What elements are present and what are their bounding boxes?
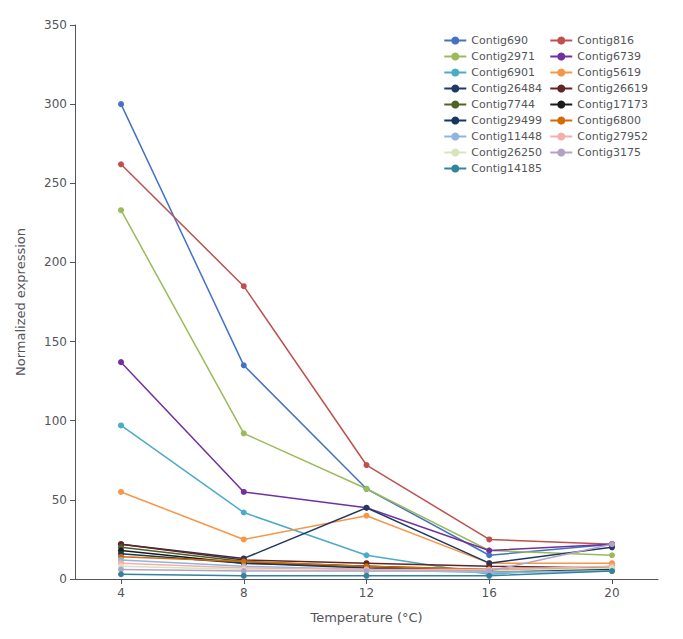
svg-text:Contig3175: Contig3175 [577, 146, 641, 159]
svg-text:Contig17173: Contig17173 [577, 98, 648, 111]
svg-text:4: 4 [117, 586, 125, 600]
svg-text:Normalized expression: Normalized expression [13, 228, 28, 376]
svg-text:12: 12 [359, 586, 374, 600]
svg-text:Contig6739: Contig6739 [577, 50, 641, 63]
svg-text:Contig26619: Contig26619 [577, 82, 648, 95]
svg-text:Temperature (°C): Temperature (°C) [309, 610, 422, 625]
svg-text:Contig26250: Contig26250 [471, 146, 542, 159]
svg-text:8: 8 [240, 586, 248, 600]
svg-text:Contig816: Contig816 [577, 34, 634, 47]
svg-text:0: 0 [59, 572, 67, 586]
svg-text:Contig29499: Contig29499 [471, 114, 542, 127]
svg-text:Contig11448: Contig11448 [471, 130, 542, 143]
svg-text:20: 20 [604, 586, 619, 600]
svg-text:350: 350 [44, 18, 67, 32]
svg-text:200: 200 [44, 255, 67, 269]
svg-text:250: 250 [44, 176, 67, 190]
svg-text:Contig7744: Contig7744 [471, 98, 535, 111]
svg-text:50: 50 [52, 493, 67, 507]
svg-text:150: 150 [44, 335, 67, 349]
svg-text:Contig6800: Contig6800 [577, 114, 641, 127]
svg-text:Contig14185: Contig14185 [471, 162, 542, 175]
svg-text:16: 16 [482, 586, 497, 600]
svg-text:Contig2971: Contig2971 [471, 50, 535, 63]
svg-text:Contig5619: Contig5619 [577, 66, 641, 79]
svg-text:100: 100 [44, 414, 67, 428]
svg-text:Contig6901: Contig6901 [471, 66, 535, 79]
svg-text:Contig690: Contig690 [471, 34, 528, 47]
svg-text:Contig26484: Contig26484 [471, 82, 542, 95]
svg-text:300: 300 [44, 97, 67, 111]
svg-text:Contig27952: Contig27952 [577, 130, 648, 143]
